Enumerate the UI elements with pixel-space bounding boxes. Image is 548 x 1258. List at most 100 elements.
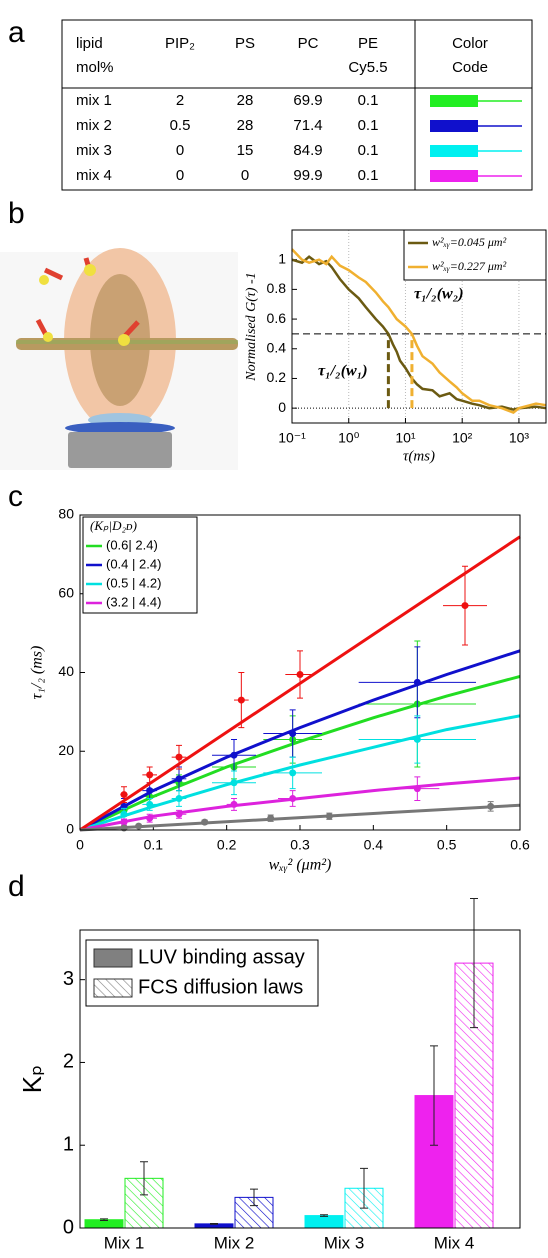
table-header: PC xyxy=(298,35,319,52)
point xyxy=(146,800,154,808)
panel-label: d xyxy=(8,870,25,903)
molecule-tail xyxy=(43,267,64,281)
legend-swatch xyxy=(93,948,133,968)
legend-label: w²ₓᵧ=0.045 μm² xyxy=(432,235,507,249)
plot-frame xyxy=(79,929,521,1229)
molecule xyxy=(35,257,140,346)
legend-label: (3.2 | 4.4) xyxy=(106,594,161,609)
point xyxy=(413,678,421,686)
table-header: lipid xyxy=(76,35,103,52)
table-cell: 69.9 xyxy=(293,92,322,109)
table-cell: 28 xyxy=(237,92,254,109)
point xyxy=(175,810,183,818)
panel-label: c xyxy=(8,480,23,513)
point xyxy=(146,787,154,795)
y-tick-label: 0.2 xyxy=(267,369,287,385)
point xyxy=(413,735,421,743)
point xyxy=(175,795,183,802)
y-tick-label: 1 xyxy=(63,1134,74,1156)
panel-label: a xyxy=(8,16,25,49)
point xyxy=(120,791,128,799)
legend: (Kₚ|D₂ᴅ) (0.6| 2.4) (0.4 | 2.4) (0.5 | 4.2)… xyxy=(82,516,198,614)
legend-swatch xyxy=(93,978,133,998)
legend-label: (0.5 | 4.2) xyxy=(106,575,161,590)
y-tick-label: 0.8 xyxy=(267,280,287,296)
table-header: Cy5.5 xyxy=(348,59,387,76)
point xyxy=(175,753,183,761)
x-tick-label: 10² xyxy=(452,430,473,446)
color-swatch xyxy=(430,95,478,107)
x-tick-label: 0.5 xyxy=(437,837,457,853)
objective xyxy=(68,432,172,468)
point xyxy=(146,771,154,779)
legend-label: w²ₓᵧ=0.227 μm² xyxy=(432,259,507,273)
x-tick-label: 10³ xyxy=(509,430,530,446)
molecule-tail xyxy=(123,320,140,338)
error-bar xyxy=(250,1188,258,1207)
point xyxy=(230,800,238,808)
error-bar xyxy=(100,1218,108,1222)
x-tick-label: 0.4 xyxy=(364,837,384,853)
error-bar xyxy=(430,1045,438,1146)
legend-label: (0.4 | 2.4) xyxy=(106,556,161,571)
x-tick-label: 10⁰ xyxy=(338,430,360,446)
error-bar xyxy=(140,1161,148,1196)
point xyxy=(237,696,245,704)
table-cell: 2 xyxy=(176,92,184,109)
legend: LUV binding assay FCS diffusion laws xyxy=(85,939,319,1007)
table-cell: 28 xyxy=(237,117,254,134)
molecule-head xyxy=(43,332,53,342)
x-axis-label: wₓᵧ² (μm²) xyxy=(269,857,332,874)
x-tick-label: Mix 3 xyxy=(324,1233,365,1252)
table-header: PIP₂ xyxy=(165,35,195,52)
table-cell: 0 xyxy=(176,167,184,184)
fit-line xyxy=(79,674,521,832)
molecule-head xyxy=(39,275,49,285)
x-tick-label: 0 xyxy=(76,837,84,853)
point xyxy=(120,818,128,826)
error-bar xyxy=(470,898,478,1029)
table-header: Code xyxy=(452,59,488,76)
legend-label: FCS diffusion laws xyxy=(138,976,303,998)
point xyxy=(135,822,143,830)
table-header: mol% xyxy=(76,59,114,76)
x-tick-label: Mix 1 xyxy=(104,1233,145,1252)
color-swatch xyxy=(430,170,478,182)
legend: w²ₓᵧ=0.045 μm² w²ₓᵧ=0.227 μm² xyxy=(403,229,547,281)
point xyxy=(413,785,421,793)
y-tick-label: 0 xyxy=(278,399,286,415)
point xyxy=(230,779,238,787)
point xyxy=(461,602,469,610)
molecule-head xyxy=(84,264,96,276)
point xyxy=(201,818,209,826)
x-tick-label: 0.3 xyxy=(290,837,310,853)
error-bar xyxy=(320,1214,328,1217)
point xyxy=(289,769,297,777)
table-header: PE xyxy=(358,35,378,52)
table-header: PS xyxy=(235,35,255,52)
table-cell: 99.9 xyxy=(293,167,322,184)
y-tick-label: 1 xyxy=(278,250,286,266)
illustration xyxy=(0,248,238,470)
table-cell: 0.5 xyxy=(170,117,191,134)
table-cell: 0.1 xyxy=(358,167,379,184)
annotation: τ₁/₂(w₁) xyxy=(318,363,368,380)
table-cell: 0.1 xyxy=(358,92,379,109)
fit-line xyxy=(79,714,521,832)
point xyxy=(230,751,238,759)
x-tick-label: 0.2 xyxy=(217,837,237,853)
bar xyxy=(304,1215,344,1229)
table-cell: mix 3 xyxy=(76,142,112,159)
table-cell: 15 xyxy=(237,142,254,159)
y-axis-label: Kₚ xyxy=(17,1065,47,1093)
molecule-tail xyxy=(35,318,49,337)
table-cell: mix 2 xyxy=(76,117,112,134)
y-tick-label: 0 xyxy=(63,1216,74,1238)
legend-title: (Kₚ|D₂ᴅ) xyxy=(90,518,137,533)
y-tick-label: 80 xyxy=(58,506,74,522)
y-tick-label: 0.6 xyxy=(267,310,287,326)
x-tick-label: 0.6 xyxy=(510,837,530,853)
table-cell: mix 1 xyxy=(76,92,112,109)
molecule-head xyxy=(118,334,130,346)
